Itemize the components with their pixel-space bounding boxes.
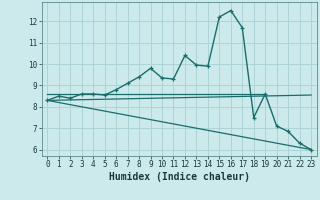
X-axis label: Humidex (Indice chaleur): Humidex (Indice chaleur): [109, 172, 250, 182]
